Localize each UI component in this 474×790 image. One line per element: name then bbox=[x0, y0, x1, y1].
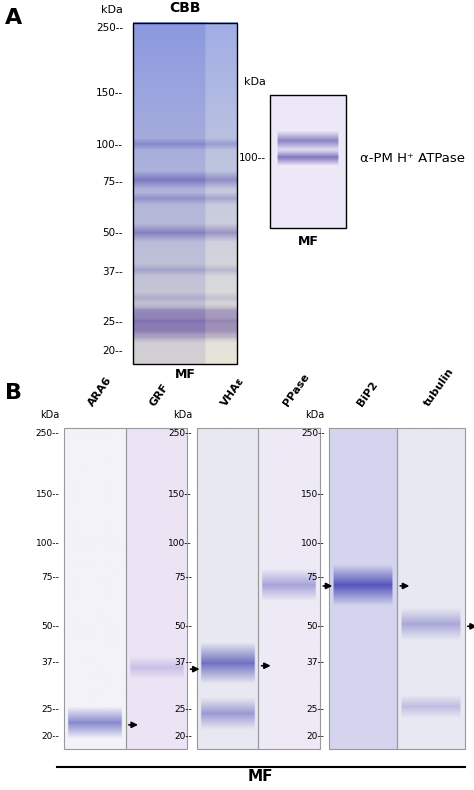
Text: 50--: 50-- bbox=[307, 622, 325, 631]
Text: 250--: 250-- bbox=[301, 429, 325, 438]
Text: 37--: 37-- bbox=[174, 658, 192, 667]
Text: 100--: 100-- bbox=[36, 539, 59, 547]
Bar bbox=[397, 428, 465, 749]
Text: 75--: 75-- bbox=[307, 574, 325, 582]
Text: 37--: 37-- bbox=[307, 658, 325, 667]
Text: PPase: PPase bbox=[281, 371, 311, 408]
Text: 25--: 25-- bbox=[307, 705, 325, 714]
Text: 100--: 100-- bbox=[301, 539, 325, 547]
Text: 75--: 75-- bbox=[102, 177, 123, 186]
Bar bbox=[197, 428, 258, 749]
Text: 37--: 37-- bbox=[41, 658, 59, 667]
Bar bbox=[258, 428, 320, 749]
Text: 75--: 75-- bbox=[174, 574, 192, 582]
Text: 150--: 150-- bbox=[96, 88, 123, 98]
Text: 150--: 150-- bbox=[301, 490, 325, 499]
Text: 100--: 100-- bbox=[238, 153, 265, 163]
Text: 75--: 75-- bbox=[41, 574, 59, 582]
Text: BiP2: BiP2 bbox=[355, 379, 379, 408]
Text: α-PM H⁺ ATPase: α-PM H⁺ ATPase bbox=[360, 152, 465, 164]
Bar bbox=[126, 428, 187, 749]
Text: 20--: 20-- bbox=[174, 732, 192, 741]
Text: 250--: 250-- bbox=[36, 429, 59, 438]
Text: A: A bbox=[5, 8, 22, 28]
Text: 250--: 250-- bbox=[168, 429, 192, 438]
Text: 150--: 150-- bbox=[36, 490, 59, 499]
Text: VHAε: VHAε bbox=[219, 375, 246, 408]
Text: 25--: 25-- bbox=[174, 705, 192, 714]
Text: kDa: kDa bbox=[244, 77, 265, 87]
Text: kDa: kDa bbox=[305, 410, 325, 420]
Text: GRF: GRF bbox=[148, 382, 171, 408]
Text: kDa: kDa bbox=[101, 6, 123, 15]
Text: 25--: 25-- bbox=[41, 705, 59, 714]
Text: 150--: 150-- bbox=[168, 490, 192, 499]
Text: B: B bbox=[5, 383, 22, 404]
Text: 250--: 250-- bbox=[96, 23, 123, 32]
Text: 50--: 50-- bbox=[41, 622, 59, 631]
Text: 100--: 100-- bbox=[96, 140, 123, 150]
Text: MF: MF bbox=[174, 368, 195, 381]
Text: 25--: 25-- bbox=[102, 317, 123, 327]
Text: 20--: 20-- bbox=[41, 732, 59, 741]
Text: 20--: 20-- bbox=[307, 732, 325, 741]
Text: tubulin: tubulin bbox=[422, 366, 456, 408]
Text: kDa: kDa bbox=[173, 410, 192, 420]
Text: 100--: 100-- bbox=[168, 539, 192, 547]
Text: MF: MF bbox=[298, 235, 319, 248]
Bar bbox=[329, 428, 397, 749]
Bar bbox=[270, 95, 346, 228]
Text: 50--: 50-- bbox=[102, 228, 123, 239]
Bar bbox=[64, 428, 126, 749]
Text: ARA6: ARA6 bbox=[87, 374, 114, 408]
Text: CBB: CBB bbox=[169, 1, 201, 15]
Text: MF: MF bbox=[248, 769, 273, 784]
Text: kDa: kDa bbox=[40, 410, 59, 420]
Bar bbox=[133, 23, 237, 364]
Text: 20--: 20-- bbox=[102, 345, 123, 356]
Text: 37--: 37-- bbox=[102, 267, 123, 277]
Text: 50--: 50-- bbox=[174, 622, 192, 631]
